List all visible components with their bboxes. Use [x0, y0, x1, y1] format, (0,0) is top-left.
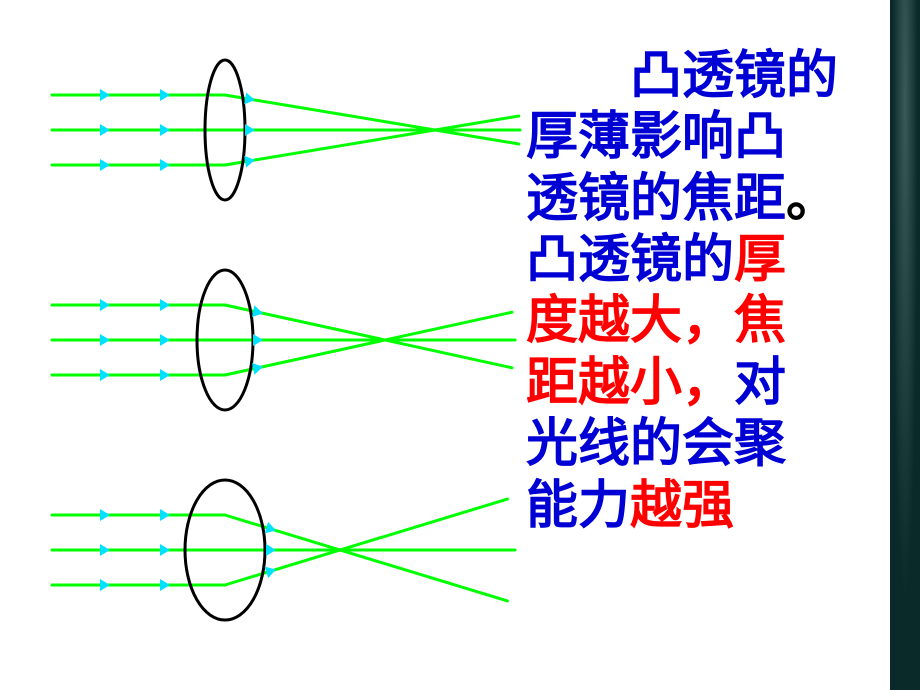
ray-arrowhead [160, 579, 170, 591]
text-line: 厚薄影响凸 [526, 107, 838, 168]
ray-arrowhead [100, 334, 110, 346]
text-run: 光线的会聚 [526, 415, 786, 473]
ray-arrowhead [160, 544, 170, 556]
text-run: 凸透镜的 [526, 231, 734, 289]
text-line: 凸透镜的 [526, 46, 838, 107]
ray-arrowhead [100, 509, 110, 521]
text-line: 度越大，焦 [526, 291, 838, 352]
ray-arrowhead [100, 579, 110, 591]
text-run: 度越大，焦 [526, 292, 786, 350]
text-line: 能力越强 [526, 476, 838, 537]
refracted-ray [225, 305, 512, 368]
slide-stage: 凸透镜的厚薄影响凸透镜的焦距。凸透镜的厚度越大，焦距越小，对光线的会聚能力越强 [0, 0, 920, 690]
ray-arrowhead [160, 299, 170, 311]
ray-arrowhead [160, 124, 170, 136]
text-run: 透镜的焦距 [526, 170, 786, 228]
lens-diagram [0, 0, 540, 690]
ray-arrowhead [100, 159, 110, 171]
refracted-ray [225, 312, 512, 375]
right-border-strip [890, 0, 920, 690]
text-line: 透镜的焦距。 [526, 169, 838, 230]
ray-arrowhead [100, 124, 110, 136]
ray-arrowhead [160, 334, 170, 346]
text-run: 。 [786, 170, 838, 228]
lens-group-1 [52, 60, 520, 200]
text-run: 越强 [630, 477, 734, 535]
ray-arrowhead [160, 509, 170, 521]
text-run: 能力 [526, 477, 630, 535]
refracted-ray [225, 95, 519, 144]
text-run: 厚 [734, 231, 786, 289]
text-run: 对 [734, 354, 786, 412]
text-line: 距越小，对 [526, 353, 838, 414]
text-line: 凸透镜的厚 [526, 230, 838, 291]
ray-arrowhead [253, 334, 263, 346]
ray-arrowhead [160, 159, 170, 171]
text-run: 距越小， [526, 354, 734, 412]
text-line: 光线的会聚 [526, 414, 838, 475]
refracted-ray [225, 116, 519, 165]
ray-arrowhead [100, 369, 110, 381]
explanation-text: 凸透镜的厚薄影响凸透镜的焦距。凸透镜的厚度越大，焦距越小，对光线的会聚能力越强 [526, 46, 838, 537]
lens-group-2 [52, 270, 515, 410]
ray-arrowhead [100, 89, 110, 101]
ray-arrowhead [100, 544, 110, 556]
lens-group-3 [52, 480, 515, 620]
ray-arrowhead [160, 369, 170, 381]
text-run: 厚薄影响凸 [526, 108, 786, 166]
ray-arrowhead [100, 299, 110, 311]
ray-arrowhead [245, 124, 255, 136]
text-run: 凸透镜的 [630, 47, 838, 105]
ray-arrowhead [160, 89, 170, 101]
ray-arrowhead [266, 544, 276, 556]
